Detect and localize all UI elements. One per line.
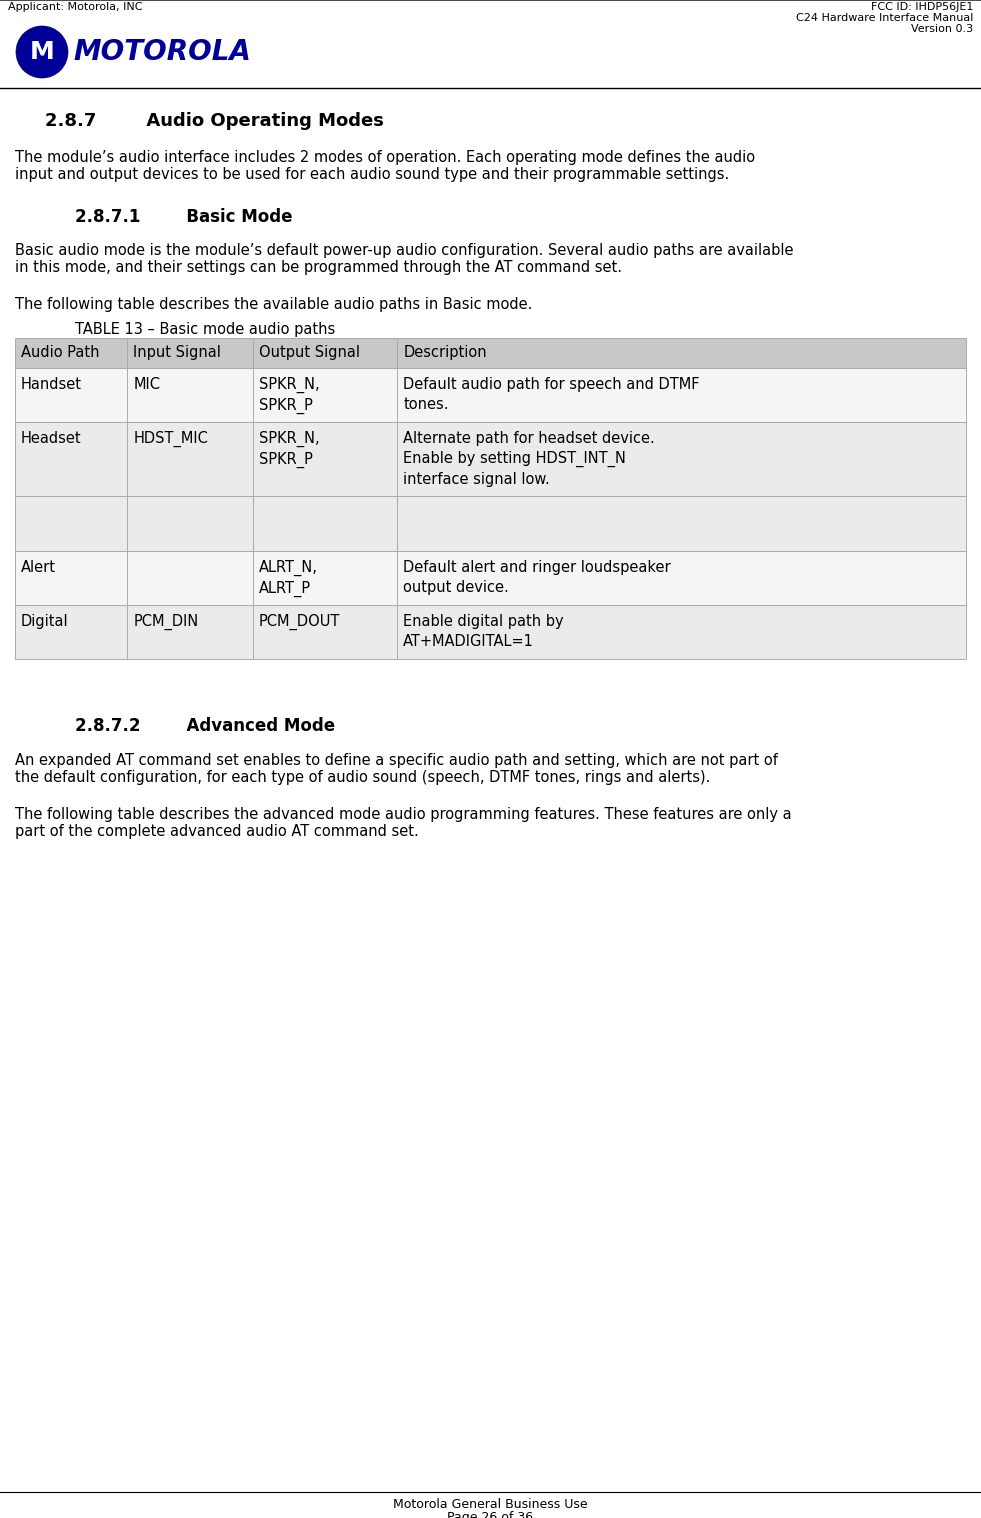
Bar	[15, 339, 966, 367]
Bar	[15, 422, 966, 496]
Text: in this mode, and their settings can be programmed through the AT command set.: in this mode, and their settings can be …	[15, 260, 622, 275]
Text: Basic audio mode is the module’s default power-up audio configuration. Several a: Basic audio mode is the module’s default…	[15, 243, 794, 258]
Text: The following table describes the available audio paths in Basic mode.: The following table describes the availa…	[15, 298, 533, 313]
Text: The module’s audio interface includes 2 modes of operation. Each operating mode : The module’s audio interface includes 2 …	[15, 150, 755, 165]
Text: PCM_DOUT: PCM_DOUT	[259, 613, 340, 630]
Text: MIC: MIC	[133, 376, 160, 392]
Text: Output Signal: Output Signal	[259, 345, 360, 360]
Text: TABLE 13 – Basic mode audio paths: TABLE 13 – Basic mode audio paths	[75, 322, 336, 337]
Text: 2.8.7        Audio Operating Modes: 2.8.7 Audio Operating Modes	[45, 112, 384, 131]
Bar	[15, 606, 966, 659]
Ellipse shape	[16, 26, 68, 77]
Text: 2.8.7.2        Advanced Mode: 2.8.7.2 Advanced Mode	[75, 716, 336, 735]
Text: HDST_MIC: HDST_MIC	[133, 431, 208, 448]
Text: Digital: Digital	[21, 613, 69, 628]
Text: Applicant: Motorola, INC: Applicant: Motorola, INC	[8, 2, 142, 12]
Text: Headset: Headset	[21, 431, 81, 446]
Text: Description: Description	[403, 345, 487, 360]
Bar	[15, 367, 966, 422]
Text: SPKR_N,
SPKR_P: SPKR_N, SPKR_P	[259, 376, 320, 414]
Text: the default configuration, for each type of audio sound (speech, DTMF tones, rin: the default configuration, for each type…	[15, 770, 710, 785]
Bar	[15, 551, 966, 606]
Text: input and output devices to be used for each audio sound type and their programm: input and output devices to be used for …	[15, 167, 729, 182]
Text: MOTOROLA: MOTOROLA	[73, 38, 251, 65]
Text: Input Signal: Input Signal	[133, 345, 221, 360]
Text: Version 0.3: Version 0.3	[911, 24, 973, 33]
Text: ALRT_N,
ALRT_P: ALRT_N, ALRT_P	[259, 560, 318, 597]
Text: part of the complete advanced audio AT command set.: part of the complete advanced audio AT c…	[15, 824, 419, 839]
Text: Enable digital path by
AT+MADIGITAL=1: Enable digital path by AT+MADIGITAL=1	[403, 613, 564, 648]
Text: 2.8.7.1        Basic Mode: 2.8.7.1 Basic Mode	[75, 208, 292, 226]
Text: PCM_DIN: PCM_DIN	[133, 613, 198, 630]
Text: Alert: Alert	[21, 560, 56, 575]
Text: FCC ID: IHDP56JE1: FCC ID: IHDP56JE1	[870, 2, 973, 12]
Text: C24 Hardware Interface Manual: C24 Hardware Interface Manual	[796, 14, 973, 23]
Text: An expanded AT command set enables to define a specific audio path and setting, : An expanded AT command set enables to de…	[15, 753, 778, 768]
Text: Alternate path for headset device.
Enable by setting HDST_INT_N
interface signal: Alternate path for headset device. Enabl…	[403, 431, 655, 487]
Text: Default audio path for speech and DTMF
tones.: Default audio path for speech and DTMF t…	[403, 376, 699, 411]
Text: Default alert and ringer loudspeaker
output device.: Default alert and ringer loudspeaker out…	[403, 560, 671, 595]
Text: SPKR_N,
SPKR_P: SPKR_N, SPKR_P	[259, 431, 320, 468]
Text: The following table describes the advanced mode audio programming features. Thes: The following table describes the advanc…	[15, 808, 792, 823]
Text: Audio Path: Audio Path	[21, 345, 99, 360]
Bar	[15, 496, 966, 551]
Text: M: M	[29, 39, 54, 64]
Text: Page 26 of 36: Page 26 of 36	[447, 1510, 534, 1518]
Text: Motorola General Business Use: Motorola General Business Use	[393, 1498, 588, 1510]
Text: Handset: Handset	[21, 376, 82, 392]
